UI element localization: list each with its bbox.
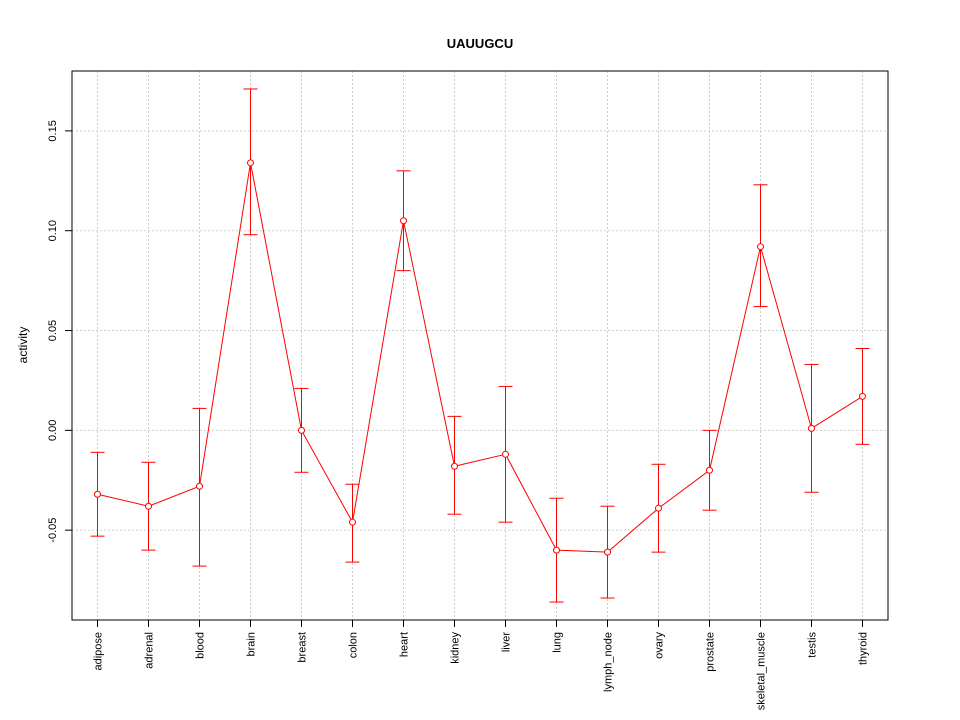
x-tick-label: adipose <box>93 632 105 671</box>
data-point <box>145 502 152 510</box>
x-tick-label: liver <box>501 632 513 653</box>
x-tick-label: lung <box>552 632 564 653</box>
y-tick-label: 0.10 <box>47 220 59 241</box>
data-point <box>604 548 611 556</box>
y-tick-label: 0.00 <box>47 420 59 441</box>
data-point <box>349 518 356 526</box>
y-axis-label: activity <box>16 327 30 364</box>
x-tick-label: ovary <box>654 632 666 659</box>
data-point <box>808 424 815 432</box>
data-point <box>706 466 713 474</box>
y-tick-label: 0.15 <box>47 120 59 141</box>
x-tick-label: kidney <box>450 632 462 664</box>
data-point <box>655 504 662 512</box>
data-point <box>859 392 866 400</box>
x-tick-label: breast <box>297 632 309 663</box>
x-tick-label: heart <box>399 632 411 657</box>
y-axis: -0.05 0.00 0.05 0.10 0.15 <box>47 120 72 543</box>
data-point <box>400 217 407 225</box>
y-tick-label: -0.05 <box>47 518 59 543</box>
series-line <box>90 88 870 603</box>
data-point <box>553 546 560 554</box>
y-tick-label: 0.05 <box>47 320 59 341</box>
data-point <box>451 462 458 470</box>
data-point <box>196 482 203 490</box>
x-tick-label: prostate <box>705 632 717 672</box>
plot-frame <box>71 70 889 621</box>
x-tick-label: colon <box>348 632 360 658</box>
x-tick-label: adrenal <box>144 632 156 669</box>
chart-title: UAUUGCU <box>447 36 513 51</box>
series-polyline <box>97 162 863 553</box>
grid <box>72 71 888 620</box>
x-tick-label: lymph_node <box>603 632 615 692</box>
data-point <box>298 426 305 434</box>
data-point <box>757 243 764 251</box>
data-point <box>247 159 254 167</box>
x-axis: adipose adrenal blood brain breast colon heart… <box>93 620 870 710</box>
data-point <box>94 490 101 498</box>
x-tick-label: testis <box>807 632 819 658</box>
x-tick-label: blood <box>195 632 207 659</box>
data-point <box>502 450 509 458</box>
x-tick-label: thyroid <box>858 632 870 665</box>
x-tick-label: brain <box>246 632 258 656</box>
x-tick-label: skeletal_muscle <box>756 632 768 710</box>
